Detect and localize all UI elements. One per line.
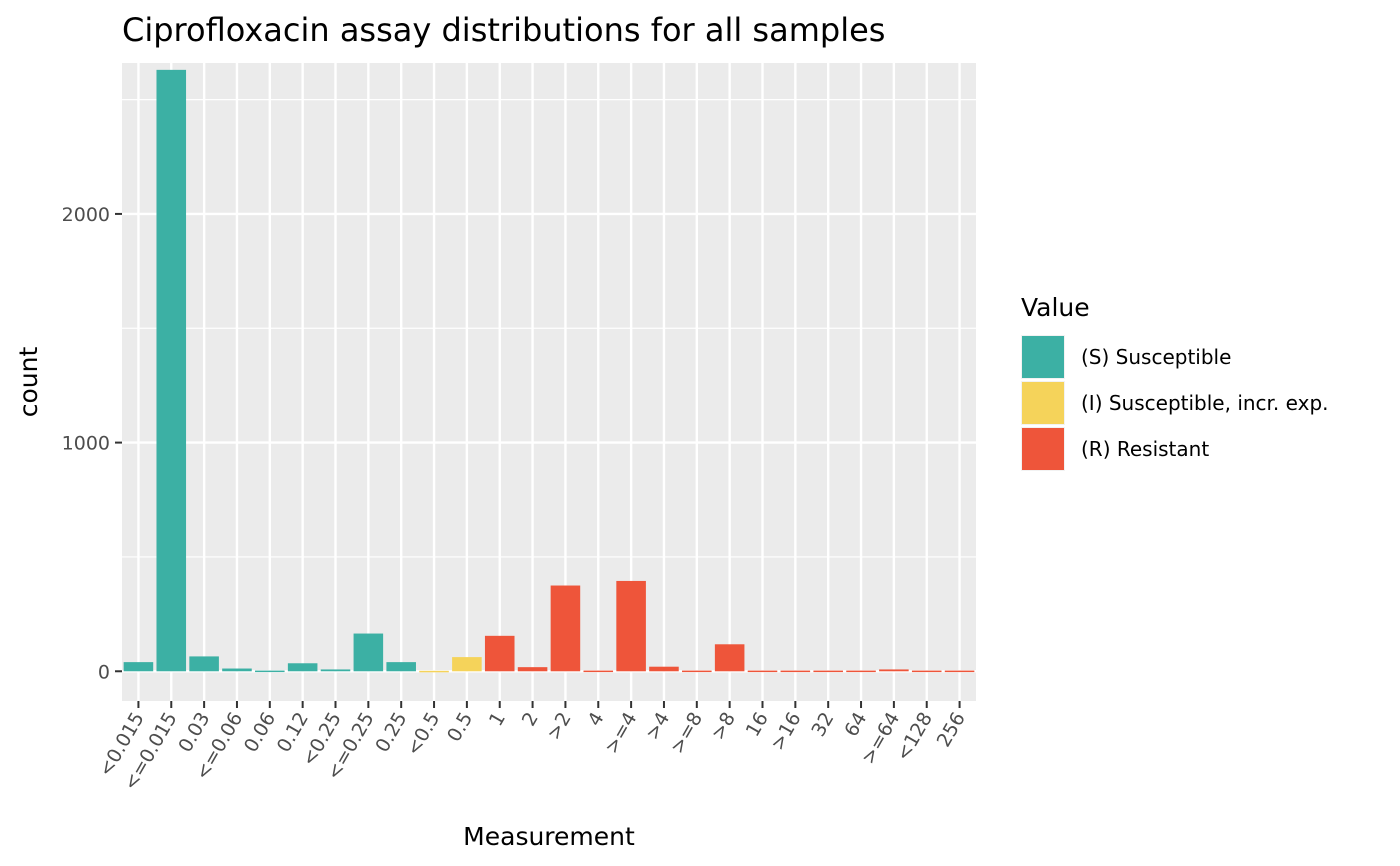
bar->16 (780, 670, 811, 673)
x-tick-label: 0.06 (240, 709, 280, 757)
major-gridlines (122, 63, 976, 701)
x-tick-label: 0.5 (443, 709, 477, 746)
legend-key (1022, 336, 1064, 378)
bar->4 (649, 666, 679, 672)
bar->2 (550, 585, 581, 672)
x-tick-label: >4 (641, 709, 674, 744)
bar-0.12 (287, 663, 318, 672)
bar-<0.015 (123, 662, 154, 672)
plot-panel (122, 63, 976, 701)
y-tick-label: 1000 (62, 433, 110, 455)
bar-<=0.25 (353, 633, 384, 672)
minor-gridlines (122, 98, 976, 558)
bar-32 (813, 670, 843, 673)
x-tick-label: 32 (807, 709, 838, 741)
chart-title: Ciprofloxacin assay distributions for al… (122, 11, 885, 49)
y-axis: 0 1000 2000 (62, 204, 122, 683)
y-axis-title: count (14, 347, 43, 418)
bar->=4 (616, 580, 646, 672)
legend-label: (R) Resistant (1081, 437, 1209, 461)
x-tick-label: >=8 (666, 709, 707, 758)
x-tick-label: 64 (840, 709, 871, 741)
x-tick-label: 2 (518, 709, 543, 730)
bar-<128 (911, 670, 942, 673)
bar-<0.5 (419, 670, 449, 673)
y-tick-label: 0 (98, 661, 110, 683)
x-tick-label: >8 (707, 709, 740, 744)
bar-4 (583, 670, 614, 673)
bar-64 (846, 670, 876, 673)
x-tick-label: 4 (583, 709, 608, 730)
x-axis: <0.015<=0.0150.03<=0.060.060.12<0.25<=0.… (95, 701, 970, 794)
bar-2 (517, 667, 548, 672)
legend-key (1022, 428, 1064, 470)
bar-<=0.06 (222, 668, 252, 672)
bar-0.03 (189, 656, 219, 672)
x-tick-label: 256 (933, 709, 970, 751)
bar-<0.25 (320, 669, 351, 672)
bar->=64 (879, 669, 909, 672)
bar-0.5 (452, 657, 482, 672)
bar->8 (714, 644, 745, 672)
x-tick-label: 16 (742, 709, 773, 741)
legend-key (1022, 382, 1064, 424)
x-tick-label: 1 (485, 709, 510, 730)
bar-256 (944, 670, 975, 673)
legend: Value (S) Susceptible (I) Susceptible, in… (1021, 293, 1329, 471)
bar-<=0.015 (156, 69, 187, 672)
bar->=8 (682, 670, 712, 673)
x-tick-label: >2 (543, 709, 576, 744)
bars (123, 69, 975, 673)
y-tick-label: 2000 (62, 204, 110, 226)
x-tick-label: >=4 (600, 709, 641, 758)
bar-1 (484, 635, 515, 672)
x-tick-label: >16 (767, 709, 806, 755)
bar-0.06 (255, 670, 285, 673)
x-tick-label: <0.5 (402, 709, 444, 760)
legend-label: (S) Susceptible (1081, 345, 1231, 369)
bar-16 (747, 670, 778, 673)
legend-title: Value (1021, 293, 1090, 322)
bar-0.25 (386, 662, 416, 672)
legend-label: (I) Susceptible, incr. exp. (1081, 391, 1329, 415)
x-axis-title: Measurement (463, 822, 635, 851)
